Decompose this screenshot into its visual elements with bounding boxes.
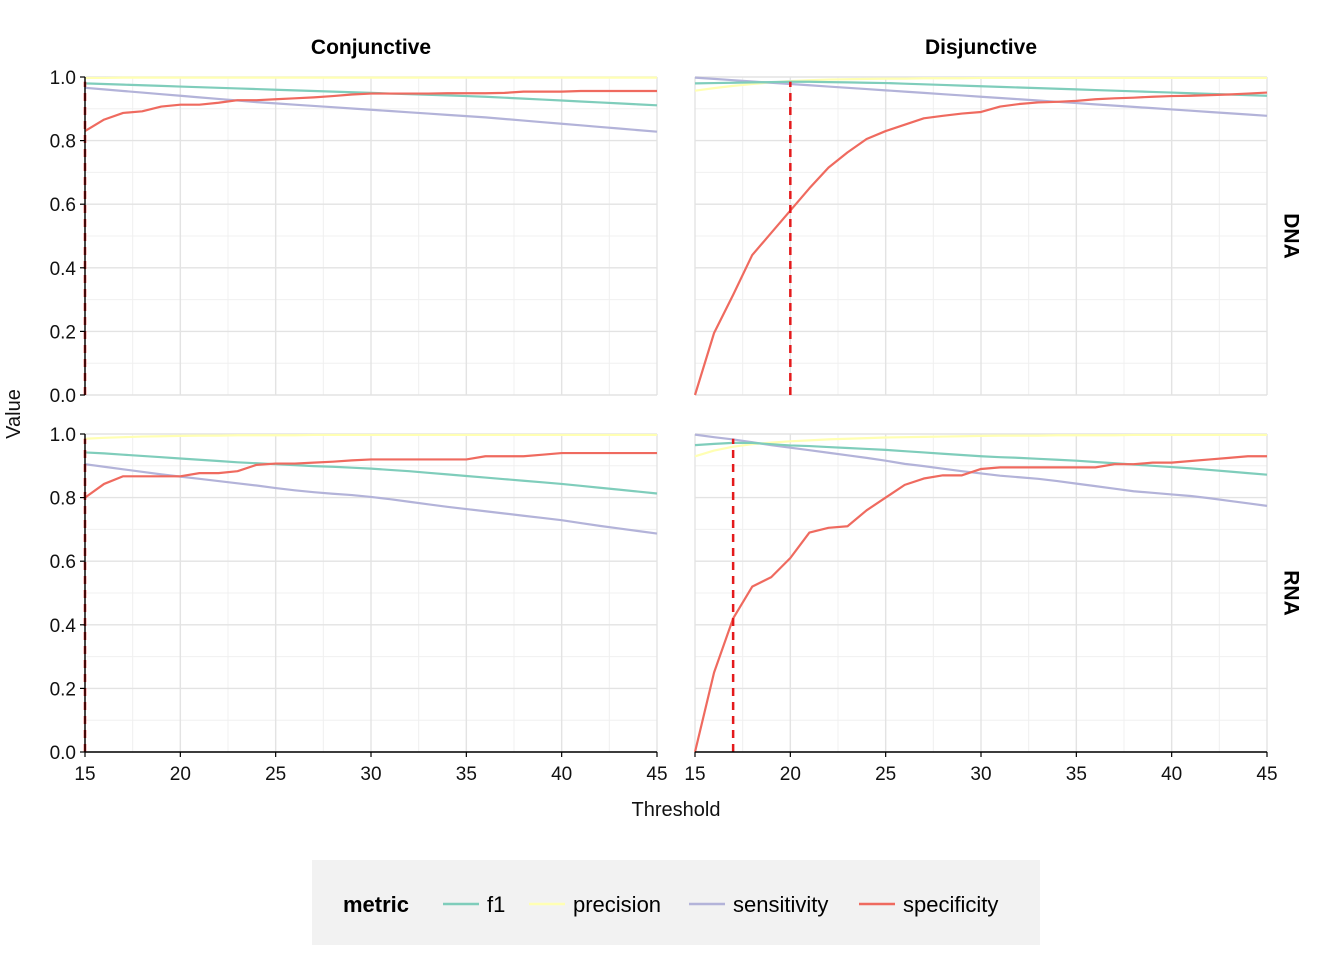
series-line-specificity [84,451,657,499]
series-line-precision [694,433,1267,458]
legend-label: precision [573,892,661,917]
x-tick-label: 45 [646,764,667,785]
y-tick-label: 0.4 [50,616,77,637]
facet-row-label: DNA [1279,213,1302,259]
series-line-specificity [84,89,657,133]
legend-item-precision: precision [529,892,661,917]
x-tick-label: 35 [1066,764,1087,785]
panel-disjunctive-rna: 15 20 25 30 35 40 45 [684,433,1278,785]
x-tick-label: 30 [360,764,381,785]
panel-conjunctive-rna: 0.0 0.2 0.4 0.6 0.8 1.0 15 20 25 30 35 40 45 [50,425,668,785]
series-line-sensitivity [694,433,1268,507]
x-tick-label: 20 [780,764,801,785]
series-line-f1 [84,451,658,495]
facet-column-label: Disjunctive [925,36,1037,59]
y-tick-label: 0.4 [50,259,77,280]
legend-label: f1 [487,892,505,917]
x-tick-label: 45 [1256,764,1277,785]
y-tick-label: 0.0 [50,743,76,764]
legend: metric f1 precision sensitivity specificity [312,860,1040,945]
x-tick-label: 40 [551,764,572,785]
y-tick-label: 0.8 [50,132,76,153]
x-tick-label: 25 [875,764,896,785]
x-tick-label: 40 [1161,764,1182,785]
legend-item-specificity: specificity [859,892,998,917]
legend-item-f1: f1 [443,892,505,917]
legend-item-sensitivity: sensitivity [689,892,828,917]
series-line-f1 [694,441,1268,476]
legend-title: metric [343,892,409,917]
x-tick-label: 25 [265,764,286,785]
series-line-precision [84,433,657,440]
x-tick-label: 35 [456,764,477,785]
y-tick-label: 1.0 [50,425,76,446]
facet-strips: Conjunctive Disjunctive DNA RNA [311,36,1303,616]
y-tick-label: 0.2 [50,679,76,700]
series-line-sensitivity [84,86,658,133]
y-tick-label: 0.6 [50,552,76,573]
legend-background [312,860,1040,945]
y-tick-label: 0.8 [50,489,76,510]
x-tick-label: 30 [970,764,991,785]
x-tick-label: 15 [74,764,95,785]
y-axis-title: Value [3,389,25,439]
x-tick-label: 15 [684,764,705,785]
gridlines [84,76,658,396]
x-tick-label: 20 [170,764,191,785]
panels-layer: 0.0 0.2 0.4 0.6 0.8 1.0 0.0 0.2 0.4 0.6 0.8 1.0 15 20… [50,68,1278,785]
legend-label: sensitivity [733,892,828,917]
facet-row-label: RNA [1279,570,1302,616]
panel-conjunctive-dna: 0.0 0.2 0.4 0.6 0.8 1.0 [50,68,658,407]
y-tick-label: 0.0 [50,386,76,407]
x-axis-title: Threshold [632,799,721,821]
series-line-specificity [693,455,1267,753]
y-tick-label: 1.0 [50,68,76,89]
y-tick-label: 0.6 [50,195,76,216]
facet-column-label: Conjunctive [311,36,431,59]
legend-items: f1 precision sensitivity specificity [443,892,998,917]
panel-disjunctive-dna [693,76,1268,396]
y-tick-label: 0.2 [50,322,76,343]
legend-label: specificity [903,892,998,917]
